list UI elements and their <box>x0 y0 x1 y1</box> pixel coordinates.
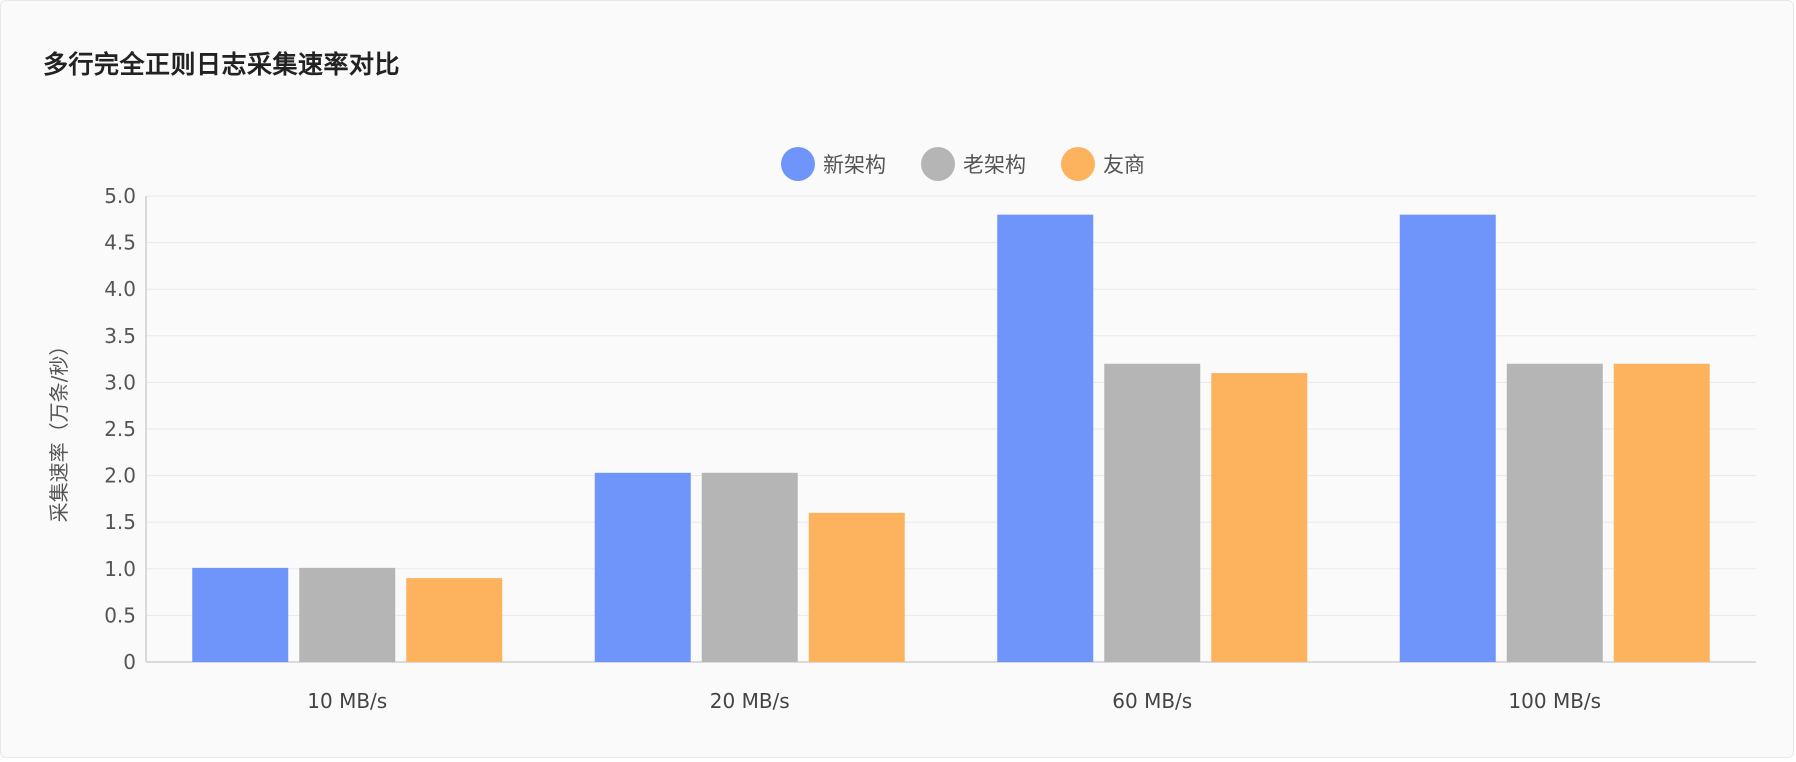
y-axis-label: 采集速率（万条/秒） <box>47 336 71 523</box>
bar[interactable] <box>1399 214 1496 662</box>
y-tick-label: 1.0 <box>104 557 136 581</box>
legend-label[interactable]: 友商 <box>1103 153 1145 177</box>
y-tick-label: 0 <box>123 650 136 674</box>
x-tick-label: 60 MB/s <box>1112 689 1192 713</box>
bar[interactable] <box>1104 363 1201 662</box>
y-tick-label: 0.5 <box>104 603 136 627</box>
legend-swatch[interactable] <box>781 147 815 181</box>
bar[interactable] <box>1506 363 1603 662</box>
bar[interactable] <box>1613 363 1710 662</box>
y-tick-label: 4.0 <box>104 277 136 301</box>
bar[interactable] <box>701 472 798 662</box>
legend-swatch[interactable] <box>921 147 955 181</box>
bar[interactable] <box>406 578 503 662</box>
y-tick-label: 5.0 <box>104 184 136 208</box>
y-tick-label: 4.5 <box>104 231 136 255</box>
bar[interactable] <box>594 472 691 662</box>
legend: 新架构 老架构 友商 <box>781 147 1145 181</box>
bars <box>192 214 1710 662</box>
x-tick-label: 100 MB/s <box>1508 689 1601 713</box>
chart-title: 多行完全正则日志采集速率对比 <box>43 50 401 79</box>
y-tick-label: 1.5 <box>104 510 136 534</box>
legend-label[interactable]: 新架构 <box>823 153 886 177</box>
y-tick-label: 2.0 <box>104 464 136 488</box>
x-tick-label: 20 MB/s <box>710 689 790 713</box>
axes: 0 0.5 1.0 1.5 2.0 2.5 3.0 3.5 4.0 4.5 5.0 10 MB/s 20… <box>104 184 1756 713</box>
y-tick-label: 3.0 <box>104 370 136 394</box>
bar[interactable] <box>808 512 905 662</box>
bar[interactable] <box>192 567 289 662</box>
y-tick-label: 3.5 <box>104 324 136 348</box>
legend-label[interactable]: 老架构 <box>963 153 1026 177</box>
bar[interactable] <box>997 214 1094 662</box>
bar[interactable] <box>1211 373 1308 662</box>
bar[interactable] <box>299 567 396 662</box>
x-tick-label: 10 MB/s <box>307 689 387 713</box>
legend-swatch[interactable] <box>1061 147 1095 181</box>
y-tick-label: 2.5 <box>104 417 136 441</box>
